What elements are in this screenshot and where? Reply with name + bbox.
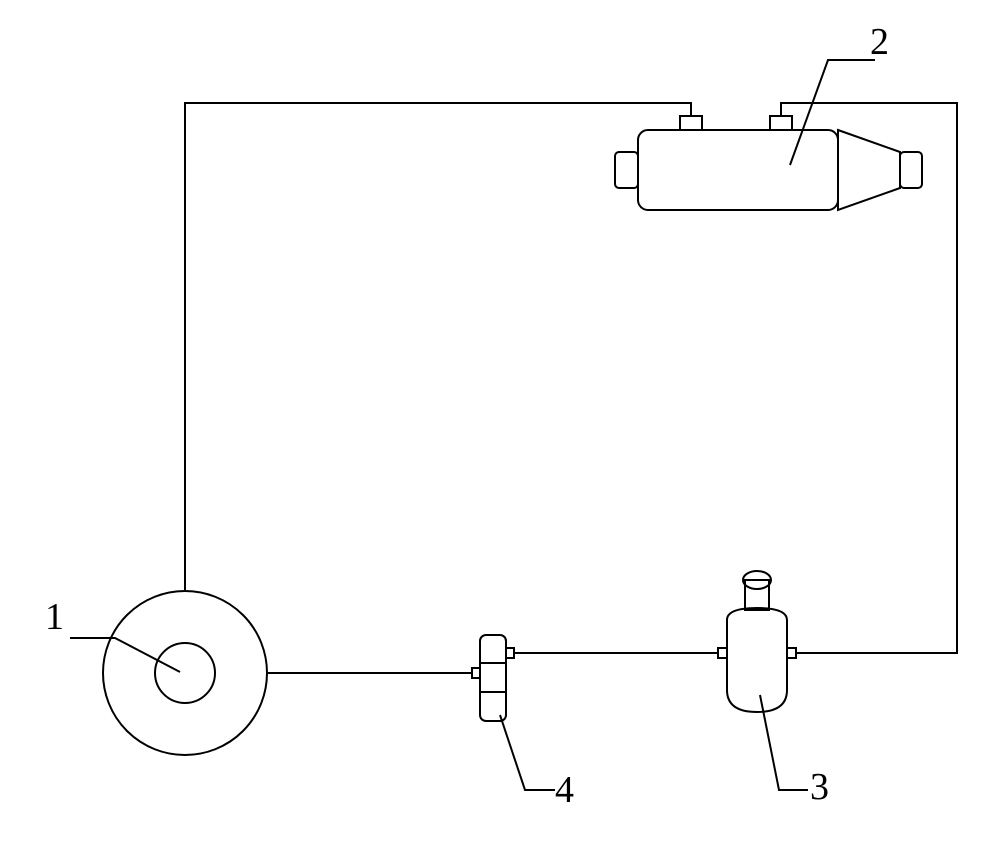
leader-lines	[70, 60, 875, 790]
label-3: 3	[810, 765, 829, 809]
component-valve	[472, 635, 514, 721]
component-cylinder	[615, 116, 922, 210]
label-2: 2	[870, 20, 889, 64]
label-1: 1	[45, 595, 64, 639]
piping-lines	[185, 103, 957, 673]
component-circle	[103, 591, 267, 755]
schematic-diagram	[0, 0, 1000, 855]
label-4: 4	[555, 768, 574, 812]
component-receiver	[718, 571, 796, 712]
